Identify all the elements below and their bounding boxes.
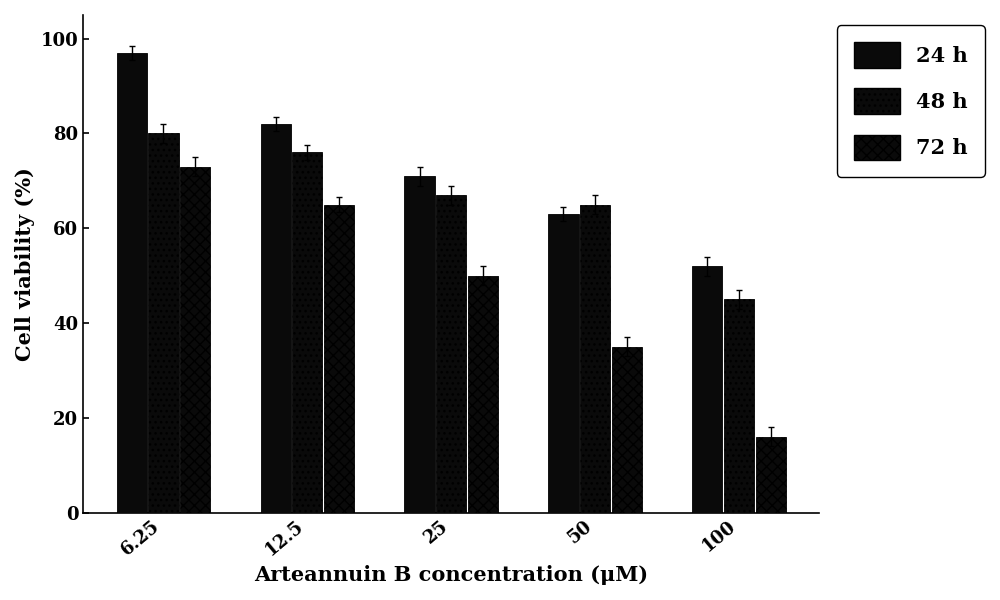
Bar xyxy=(117,53,147,512)
Bar xyxy=(324,205,354,512)
Bar xyxy=(148,133,179,512)
Bar xyxy=(180,167,210,512)
Bar xyxy=(756,437,786,512)
Bar xyxy=(692,266,722,512)
Bar xyxy=(548,214,579,512)
X-axis label: Arteannuin B concentration (μM): Arteannuin B concentration (μM) xyxy=(254,565,648,585)
Bar xyxy=(292,152,322,512)
Bar xyxy=(261,124,291,512)
Legend: 24 h, 48 h, 72 h: 24 h, 48 h, 72 h xyxy=(837,25,985,176)
Bar xyxy=(468,275,498,512)
Bar xyxy=(436,195,466,512)
Bar xyxy=(724,299,754,512)
Bar xyxy=(612,347,642,512)
Bar xyxy=(580,205,610,512)
Bar xyxy=(404,176,435,512)
Y-axis label: Cell viability (%): Cell viability (%) xyxy=(15,167,35,361)
